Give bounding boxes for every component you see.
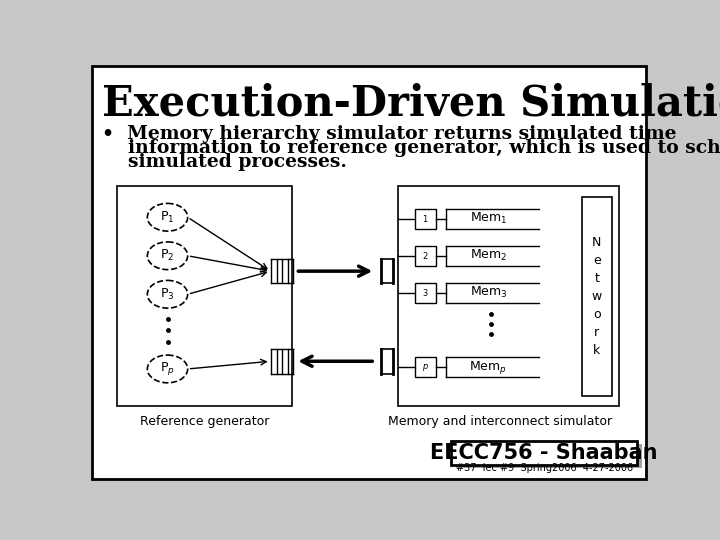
Text: Memory and interconnect simulator: Memory and interconnect simulator (388, 415, 613, 428)
Bar (415, 209, 436, 229)
Bar (582, 197, 611, 396)
Text: $_1$: $_1$ (422, 212, 429, 225)
Bar (117, 186, 292, 406)
Text: EECC756 - Shaaban: EECC756 - Shaaban (431, 443, 658, 463)
Text: Mem$_p$: Mem$_p$ (469, 359, 508, 376)
Text: $_p$: $_p$ (422, 361, 429, 374)
Text: P$_p$: P$_p$ (160, 361, 175, 377)
Text: P$_3$: P$_3$ (161, 287, 175, 302)
Bar (456, 444, 642, 468)
Text: Mem$_1$: Mem$_1$ (469, 211, 507, 226)
Text: P$_2$: P$_2$ (161, 248, 175, 264)
Ellipse shape (148, 280, 188, 308)
Text: $_3$: $_3$ (422, 286, 429, 299)
Text: information to reference generator, which is used to schedule: information to reference generator, whic… (102, 139, 720, 157)
Text: Mem$_3$: Mem$_3$ (469, 285, 507, 300)
Ellipse shape (148, 204, 188, 231)
Text: $_2$: $_2$ (423, 249, 429, 262)
Bar (415, 246, 436, 266)
Ellipse shape (148, 355, 188, 383)
Bar (451, 441, 637, 465)
Text: #37  lec #9  Spring2006  4-27-2006: #37 lec #9 Spring2006 4-27-2006 (456, 463, 633, 473)
Ellipse shape (148, 242, 188, 269)
Bar (415, 283, 436, 303)
Bar (397, 186, 618, 406)
Text: P$_1$: P$_1$ (161, 210, 175, 225)
Text: Mem$_2$: Mem$_2$ (469, 248, 507, 264)
Text: N
e
t
w
o
r
k: N e t w o r k (592, 236, 602, 357)
Text: Reference generator: Reference generator (140, 415, 269, 428)
Bar (415, 357, 436, 377)
Text: simulated processes.: simulated processes. (102, 153, 346, 171)
Text: Execution-Driven Simulation: Execution-Driven Simulation (102, 82, 720, 124)
Text: •  Memory hierarchy simulator returns simulated time: • Memory hierarchy simulator returns sim… (102, 125, 676, 143)
